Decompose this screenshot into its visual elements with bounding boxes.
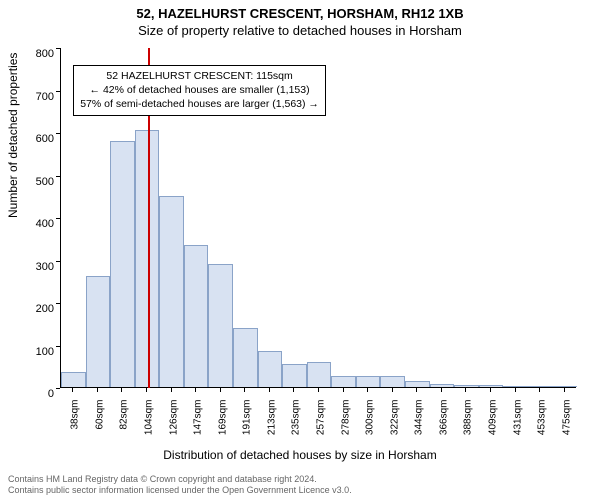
histogram-bar	[135, 130, 160, 387]
x-tick-label: 344sqm	[414, 400, 425, 450]
x-tick-mark	[244, 388, 245, 392]
x-tick-mark	[515, 388, 516, 392]
x-tick-mark	[146, 388, 147, 392]
x-tick-label: 235sqm	[291, 400, 302, 450]
annotation-line-1: 52 HAZELHURST CRESCENT: 115sqm	[80, 69, 319, 83]
x-tick-label: 388sqm	[463, 400, 474, 450]
x-tick-mark	[441, 388, 442, 392]
y-tick-mark	[56, 48, 60, 49]
x-tick-label: 38sqm	[70, 400, 81, 450]
x-tick-mark	[121, 388, 122, 392]
histogram-bar	[503, 386, 528, 387]
x-tick-label: 300sqm	[365, 400, 376, 450]
footer-attribution: Contains HM Land Registry data © Crown c…	[8, 474, 352, 497]
histogram-bar	[331, 376, 356, 387]
x-tick-mark	[195, 388, 196, 392]
y-tick-mark	[56, 346, 60, 347]
y-tick-label: 300	[18, 261, 54, 273]
histogram-bar	[430, 384, 455, 387]
x-tick-label: 191sqm	[242, 400, 253, 450]
y-tick-label: 700	[18, 91, 54, 103]
x-tick-mark	[392, 388, 393, 392]
histogram-bar	[159, 196, 184, 387]
x-tick-label: 147sqm	[193, 400, 204, 450]
x-tick-label: 431sqm	[512, 400, 523, 450]
histogram-bar	[380, 376, 405, 387]
x-ticks: 38sqm 60sqm 82sqm 104sqm 126sqm 147sqm 169sqm 1…	[60, 388, 576, 448]
x-tick-mark	[220, 388, 221, 392]
chart-area: 52 HAZELHURST CRESCENT: 115sqm ← 42% of …	[60, 48, 576, 388]
y-tick-label: 200	[18, 303, 54, 315]
histogram-bar	[552, 386, 577, 387]
x-tick-mark	[72, 388, 73, 392]
x-tick-label: 213sqm	[266, 400, 277, 450]
y-tick-mark	[56, 176, 60, 177]
histogram-bar	[86, 276, 111, 387]
y-tick-mark	[56, 261, 60, 262]
annotation-line-2: ← 42% of detached houses are smaller (1,…	[80, 83, 319, 97]
x-tick-mark	[416, 388, 417, 392]
histogram-bar	[307, 362, 332, 388]
y-tick-mark	[56, 91, 60, 92]
annotation-box: 52 HAZELHURST CRESCENT: 115sqm ← 42% of …	[73, 65, 326, 116]
x-tick-mark	[490, 388, 491, 392]
chart-title-sub: Size of property relative to detached ho…	[0, 21, 600, 38]
histogram-bar	[405, 381, 430, 387]
histogram-bar	[528, 386, 553, 387]
y-tick-mark	[56, 303, 60, 304]
histogram-bar	[454, 385, 479, 387]
x-tick-label: 169sqm	[217, 400, 228, 450]
x-axis-label: Distribution of detached houses by size …	[0, 448, 600, 462]
x-tick-label: 257sqm	[316, 400, 327, 450]
x-tick-label: 126sqm	[168, 400, 179, 450]
y-tick-label: 0	[18, 388, 54, 400]
histogram-bar	[110, 141, 135, 388]
x-tick-mark	[465, 388, 466, 392]
y-tick-mark	[56, 133, 60, 134]
x-tick-label: 278sqm	[340, 400, 351, 450]
x-tick-mark	[97, 388, 98, 392]
x-tick-mark	[367, 388, 368, 392]
x-tick-mark	[171, 388, 172, 392]
histogram-bar	[208, 264, 233, 387]
histogram-bar	[356, 376, 381, 387]
x-tick-label: 60sqm	[94, 400, 105, 450]
x-tick-label: 409sqm	[488, 400, 499, 450]
plot-area: 52 HAZELHURST CRESCENT: 115sqm ← 42% of …	[60, 48, 576, 388]
chart-title-main: 52, HAZELHURST CRESCENT, HORSHAM, RH12 1…	[0, 0, 600, 21]
x-tick-mark	[343, 388, 344, 392]
footer-line-1: Contains HM Land Registry data © Crown c…	[8, 474, 352, 485]
y-tick-label: 800	[18, 48, 54, 60]
x-tick-label: 322sqm	[389, 400, 400, 450]
y-tick-mark	[56, 218, 60, 219]
histogram-bar	[233, 328, 258, 388]
x-tick-mark	[539, 388, 540, 392]
x-tick-label: 453sqm	[537, 400, 548, 450]
y-tick-label: 400	[18, 218, 54, 230]
histogram-bar	[282, 364, 307, 387]
y-tick-label: 600	[18, 133, 54, 145]
x-tick-mark	[318, 388, 319, 392]
footer-line-2: Contains public sector information licen…	[8, 485, 352, 496]
y-tick-label: 500	[18, 176, 54, 188]
histogram-bar	[61, 372, 86, 387]
histogram-bar	[258, 351, 283, 387]
histogram-bar	[479, 385, 504, 387]
x-tick-label: 104sqm	[144, 400, 155, 450]
x-tick-label: 475sqm	[561, 400, 572, 450]
x-tick-mark	[293, 388, 294, 392]
annotation-line-3: 57% of semi-detached houses are larger (…	[80, 97, 319, 111]
x-tick-label: 82sqm	[119, 400, 130, 450]
y-tick-label: 100	[18, 346, 54, 358]
x-tick-mark	[564, 388, 565, 392]
x-tick-mark	[269, 388, 270, 392]
histogram-bar	[184, 245, 209, 387]
x-tick-label: 366sqm	[438, 400, 449, 450]
